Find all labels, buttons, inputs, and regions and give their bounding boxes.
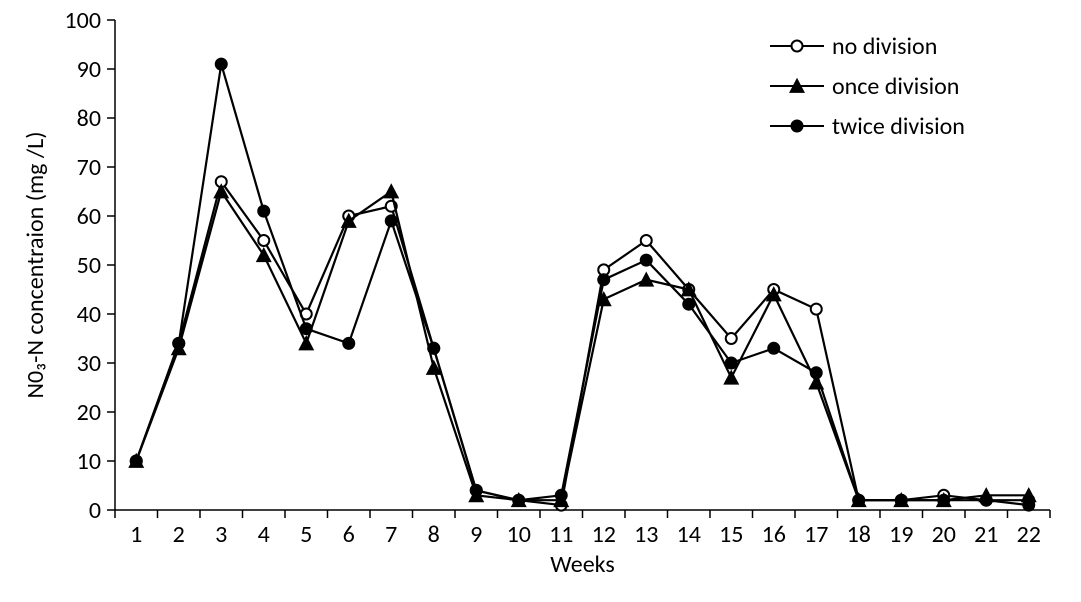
data-point — [1023, 500, 1034, 511]
data-point — [131, 456, 142, 467]
series-0 — [131, 176, 1035, 510]
data-point — [726, 358, 737, 369]
data-point — [513, 495, 524, 506]
series-1 — [129, 184, 1036, 506]
y-tick-label: 30 — [77, 349, 101, 378]
data-point — [258, 206, 269, 217]
y-tick-label: 80 — [77, 104, 101, 133]
y-tick-label: 100 — [65, 6, 102, 35]
data-point — [471, 485, 482, 496]
x-tick-label: 14 — [677, 520, 701, 549]
y-tick-label: 50 — [77, 251, 101, 280]
legend-label: once division — [832, 72, 959, 101]
chart-container: 0102030405060708090100123456789101112131… — [0, 0, 1081, 602]
legend-label: no division — [832, 32, 937, 61]
x-tick-label: 1 — [130, 520, 142, 549]
data-point — [639, 273, 653, 287]
data-point — [428, 343, 439, 354]
x-tick-label: 8 — [428, 520, 440, 549]
x-tick-label: 13 — [634, 520, 658, 549]
x-tick-label: 10 — [507, 520, 531, 549]
data-point — [981, 495, 992, 506]
data-point — [641, 255, 652, 266]
data-point — [853, 495, 864, 506]
x-tick-label: 16 — [762, 520, 786, 549]
x-tick-label: 18 — [847, 520, 871, 549]
data-point — [811, 367, 822, 378]
data-point — [641, 235, 652, 246]
x-tick-label: 21 — [974, 520, 998, 549]
x-tick-label: 15 — [719, 520, 743, 549]
legend: no division once division twice division — [770, 32, 965, 141]
data-point — [343, 338, 354, 349]
y-tick-label: 90 — [77, 55, 101, 84]
x-tick-label: 7 — [385, 520, 397, 549]
data-point — [556, 490, 567, 501]
data-point — [938, 495, 949, 506]
data-point — [299, 336, 313, 350]
x-tick-label: 22 — [1017, 520, 1041, 549]
x-tick-label: 20 — [932, 520, 956, 549]
legend-label: twice division — [832, 112, 965, 141]
data-point — [768, 343, 779, 354]
data-point — [598, 274, 609, 285]
y-tick-label: 40 — [77, 300, 101, 329]
data-point — [258, 235, 269, 246]
data-point — [724, 371, 738, 385]
legend-marker — [792, 121, 803, 132]
y-tick-label: 70 — [77, 153, 101, 182]
data-point — [216, 59, 227, 70]
legend-marker — [792, 41, 803, 52]
y-tick-label: 20 — [77, 398, 101, 427]
x-tick-label: 17 — [804, 520, 828, 549]
data-point — [301, 323, 312, 334]
y-axis-title: N0₃-N concentraion (mg /L) — [21, 131, 50, 398]
y-tick-label: 60 — [77, 202, 101, 231]
y-tick-label: 10 — [77, 447, 101, 476]
data-point — [896, 495, 907, 506]
x-tick-label: 19 — [889, 520, 913, 549]
x-tick-label: 5 — [300, 520, 312, 549]
line-chart: 0102030405060708090100123456789101112131… — [0, 0, 1081, 602]
data-point — [214, 184, 228, 198]
data-point — [726, 333, 737, 344]
data-point — [173, 338, 184, 349]
x-tick-label: 12 — [592, 520, 616, 549]
data-point — [811, 304, 822, 315]
x-tick-label: 9 — [470, 520, 482, 549]
x-tick-label: 11 — [549, 520, 573, 549]
y-tick-label: 0 — [89, 496, 101, 525]
x-tick-label: 2 — [173, 520, 185, 549]
x-tick-label: 3 — [215, 520, 227, 549]
data-point — [384, 184, 398, 198]
series-line — [136, 192, 1029, 501]
data-point — [386, 215, 397, 226]
x-axis-title: Weeks — [550, 550, 614, 579]
x-tick-label: 4 — [258, 520, 270, 549]
x-tick-label: 6 — [343, 520, 355, 549]
data-point — [683, 299, 694, 310]
